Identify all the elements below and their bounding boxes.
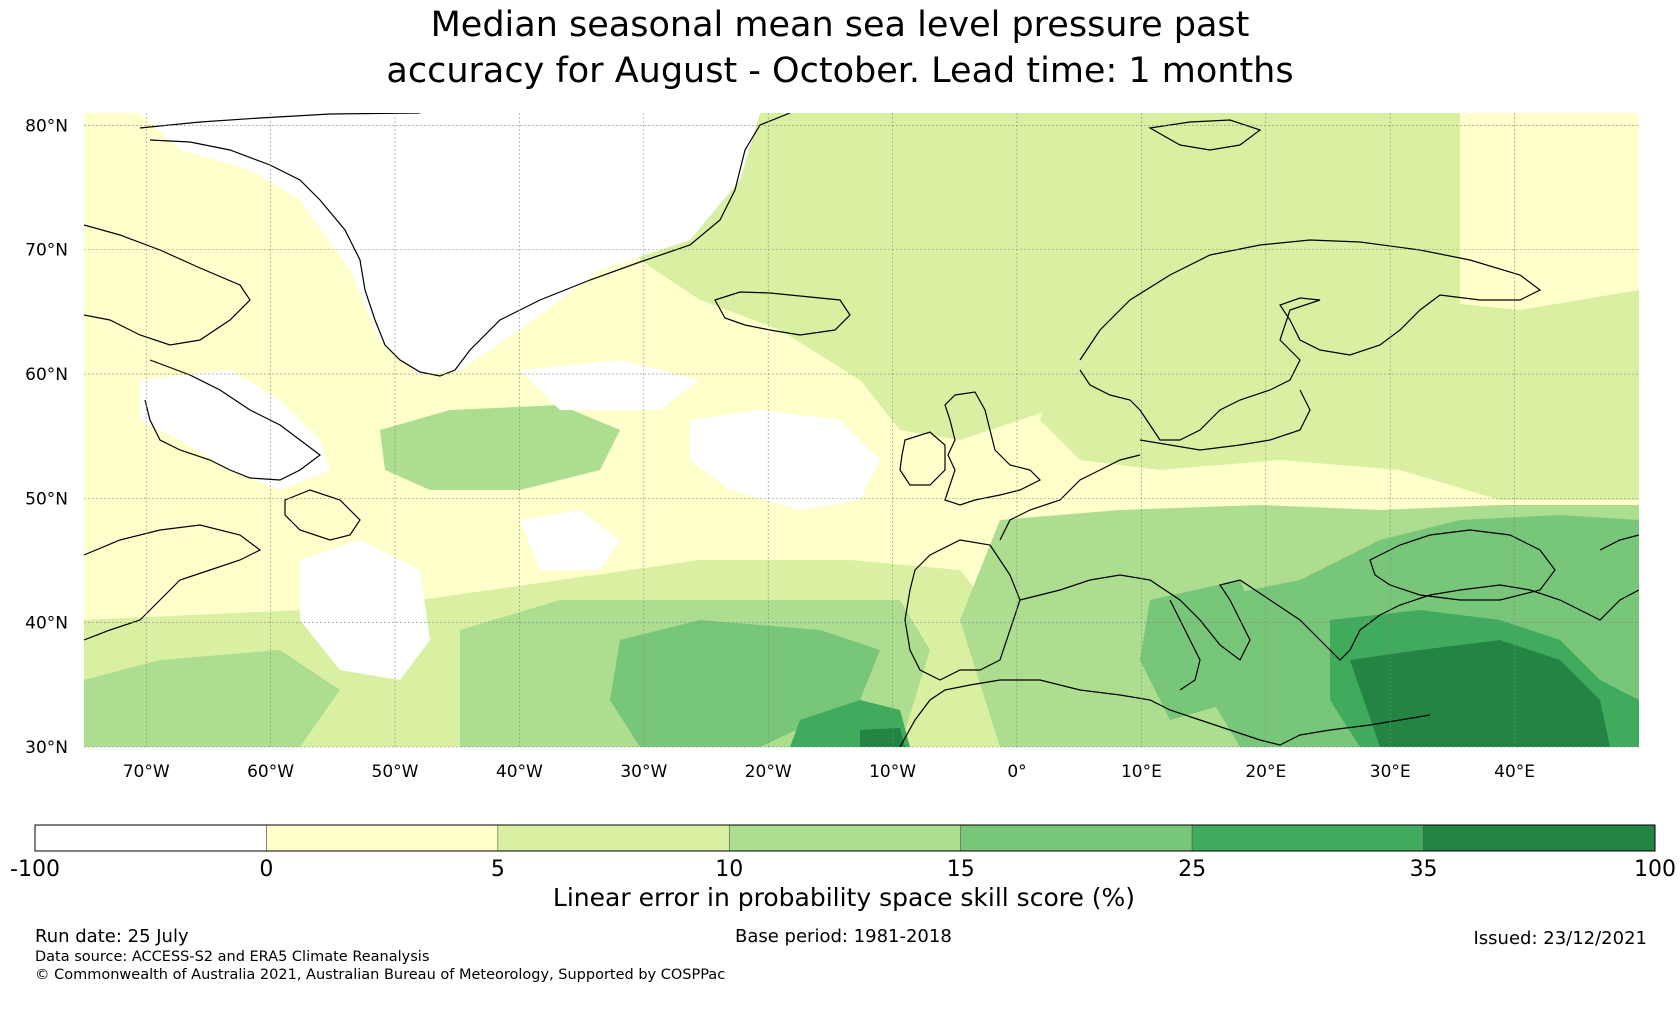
baltic-coast: [1139, 389, 1311, 451]
colorbar-tick-label: 15: [947, 857, 975, 882]
canada-east-coast: [84, 524, 262, 641]
colorbar-segment: [960, 824, 1193, 852]
region-central-atlantic-white: [520, 510, 620, 570]
lon-tick-label: 20°E: [1245, 762, 1286, 782]
black-sea-coast: [1369, 529, 1556, 601]
colorbar-tick-label: 10: [715, 857, 743, 882]
lat-tick-label: 30°N: [25, 738, 68, 758]
graticule: [84, 113, 1639, 748]
italy-coast: [1169, 599, 1201, 691]
region-norwegian-sea: [640, 113, 1460, 440]
colorbar: -100 0 5 10 15 25 35 100: [10, 824, 1676, 882]
region-levant-dark: [1350, 640, 1610, 747]
newfoundland-coast: [284, 489, 361, 541]
issued-date: Issued: 23/12/2021: [1473, 928, 1647, 949]
mainland-europe-north-coast: [999, 454, 1141, 541]
run-date: Run date: 25 July: [35, 926, 189, 947]
colorbar-tick-label: 35: [1410, 857, 1438, 882]
lon-tick-label: 40°W: [496, 762, 543, 782]
region-west-atlantic-white: [300, 540, 430, 680]
latitude-labels: 80°N 70°N 60°N 50°N 40°N 30°N: [25, 116, 68, 758]
lon-tick-label: 10°W: [869, 762, 916, 782]
lon-tick-label: 0°: [1007, 762, 1026, 782]
region-canary-patch: [610, 620, 880, 747]
lat-tick-label: 60°N: [25, 365, 68, 385]
lon-tick-label: 60°W: [247, 762, 294, 782]
iceland-coast: [714, 291, 851, 336]
title-line-1: Median seasonal mean sea level pressure …: [430, 5, 1250, 45]
colorbar-segment: [497, 824, 730, 852]
region-northern-europe: [1040, 290, 1639, 500]
coastlines: [84, 113, 1639, 747]
north-africa-coast: [899, 679, 1431, 747]
lat-tick-label: 70°N: [25, 241, 68, 261]
lat-tick-label: 50°N: [25, 489, 68, 509]
copyright: © Commonwealth of Australia 2021, Austra…: [35, 967, 726, 983]
colorbar-tick-label: 25: [1178, 857, 1206, 882]
ireland-coast: [899, 431, 946, 486]
labrador-coast: [144, 359, 321, 481]
region-west-atlantic-patch: [84, 650, 340, 747]
base-period: Base period: 1981-2018: [735, 926, 952, 947]
colorbar-segment: [1191, 824, 1424, 852]
caspian-coast: [1599, 534, 1639, 551]
map-title: Median seasonal mean sea level pressure …: [0, 2, 1680, 94]
colorbar-tick-label: 0: [259, 857, 273, 882]
svalbard-coast: [1148, 119, 1262, 151]
title-line-2: accuracy for August - October. Lead time…: [386, 51, 1294, 91]
lon-tick-label: 70°W: [123, 762, 170, 782]
colorbar-segment: [728, 824, 962, 852]
lon-tick-label: 30°W: [620, 762, 667, 782]
lat-tick-label: 40°N: [25, 614, 68, 634]
uk-coast: [944, 391, 1042, 506]
colorbar-tick-label: 5: [491, 857, 505, 882]
region-bay-of-biscay-white: [690, 410, 880, 510]
longitude-labels: 70°W 60°W 50°W 40°W 30°W 20°W 10°W 0° 10°E 20°E 30…: [123, 762, 1535, 782]
region-labrador: [140, 370, 330, 490]
skill-score-field: [84, 113, 1639, 747]
lon-tick-label: 10°E: [1121, 762, 1162, 782]
colorbar-tick-label: -100: [10, 857, 60, 882]
colorbar-tick-label: 100: [1634, 857, 1676, 882]
colorbar-label: Linear error in probability space skill …: [553, 883, 1135, 912]
colorbar-frame: [34, 824, 1656, 852]
greenland-coast: [139, 113, 791, 377]
colorbar-segment: [266, 824, 499, 852]
colorbar-segment: [34, 824, 267, 852]
lat-tick-label: 80°N: [25, 116, 68, 136]
region-greenland: [140, 113, 760, 375]
lon-tick-label: 20°W: [745, 762, 792, 782]
baffin-coast: [84, 224, 251, 346]
europe-south-coast: [1019, 574, 1639, 661]
region-irminger-white: [520, 360, 700, 410]
lon-tick-label: 50°W: [372, 762, 419, 782]
region-central-med: [1140, 580, 1260, 720]
iberia-coast: [904, 539, 1021, 681]
colorbar-segment: [1423, 824, 1656, 852]
lon-tick-label: 40°E: [1494, 762, 1535, 782]
region-africa-coast-dark: [860, 728, 905, 747]
lon-tick-label: 30°E: [1370, 762, 1411, 782]
scandinavia-coast: [1079, 239, 1542, 441]
data-source: Data source: ACCESS-S2 and ERA5 Climate …: [35, 949, 430, 965]
region-mid-atlantic-patch: [380, 405, 620, 490]
